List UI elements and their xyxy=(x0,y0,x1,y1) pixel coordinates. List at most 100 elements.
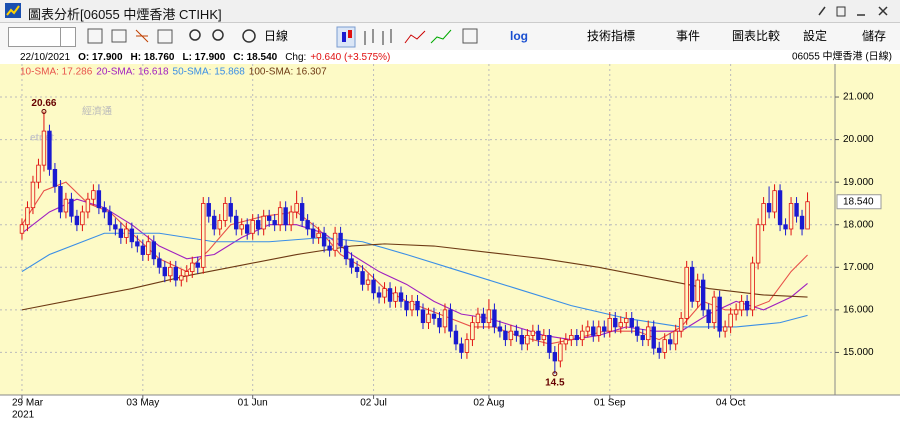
candle-body xyxy=(310,228,316,238)
candle-body xyxy=(558,343,563,362)
info-low: L: 17.900 xyxy=(182,52,225,63)
tool-icons[interactable] xyxy=(84,25,334,49)
candle-body xyxy=(393,292,398,302)
x-tick-label: 02 Jul xyxy=(360,398,387,409)
candle-body xyxy=(585,326,590,332)
candle-body xyxy=(212,215,217,230)
candle-body xyxy=(426,313,431,324)
candle-body xyxy=(250,220,255,234)
candle-body xyxy=(739,300,744,311)
candle-body xyxy=(492,309,497,328)
candle-body xyxy=(113,224,118,230)
candle-body xyxy=(695,279,700,302)
candle-body xyxy=(162,266,168,277)
info-open: O: 17.900 xyxy=(78,52,123,63)
candle-body xyxy=(777,190,783,226)
toolbar: 日線 log 技術指標 事件 圖表比較 設定 儲存 xyxy=(0,23,900,51)
window-controls[interactable] xyxy=(815,1,895,21)
candle-body xyxy=(107,211,113,226)
candle-body xyxy=(464,339,470,353)
candle-body xyxy=(453,330,459,345)
candle-body xyxy=(96,190,102,209)
candle-body xyxy=(475,313,481,324)
candle-body xyxy=(684,266,689,319)
candle-body xyxy=(596,326,601,336)
candle-body xyxy=(591,326,596,336)
x-tick-label: 01 Sep xyxy=(594,398,626,409)
candle-body xyxy=(503,330,508,341)
info-line: 22/10/2021 O: 17.900 H: 18.760 L: 17.900 C: … xyxy=(20,52,390,63)
candle-body xyxy=(69,198,74,217)
candle-body xyxy=(700,279,706,311)
info-close: C: 18.540 xyxy=(233,52,277,63)
candle-body xyxy=(607,317,612,332)
candle-body xyxy=(431,313,437,319)
candle-body xyxy=(135,241,140,247)
candle-body xyxy=(481,313,486,324)
candle-body xyxy=(327,245,332,251)
candle-body xyxy=(541,335,547,341)
indicators-button[interactable]: 技術指標 xyxy=(587,29,636,43)
candle-body xyxy=(618,322,623,328)
y-tick-label: 19.000 xyxy=(843,177,874,188)
candle-body xyxy=(420,309,426,324)
candle-body xyxy=(755,224,761,264)
candle-body xyxy=(657,347,662,353)
candle-body xyxy=(102,207,107,213)
y-tick-label: 20.000 xyxy=(843,134,874,145)
candle-body xyxy=(387,288,393,302)
candle-body xyxy=(552,352,558,362)
candle-body xyxy=(190,262,195,272)
candle-body xyxy=(371,279,376,294)
y-tick-label: 15.000 xyxy=(843,347,874,358)
title-bar: 圖表分析[06055 中煙香港 CTIHK] xyxy=(0,0,900,23)
candle-body xyxy=(547,335,552,353)
candle-body xyxy=(514,330,519,336)
candle-body xyxy=(321,232,327,247)
candle-body xyxy=(613,317,618,328)
candle-body xyxy=(398,292,404,302)
candle-body xyxy=(651,326,656,349)
candle-body xyxy=(239,224,244,230)
info-high: H: 18.760 xyxy=(131,52,175,63)
legend-entry: 10-SMA: 17.286 xyxy=(20,67,93,78)
save-button[interactable]: 儲存 xyxy=(862,29,887,43)
candle-body xyxy=(766,203,772,213)
info-bar xyxy=(0,50,900,64)
candle-body xyxy=(19,224,25,234)
y-tick-label: 17.000 xyxy=(843,262,874,273)
y-tick-label: 21.000 xyxy=(843,92,874,103)
period-button[interactable]: 日線 xyxy=(264,29,289,43)
x-tick-label: 29 Mar xyxy=(12,398,44,409)
candle-body xyxy=(255,220,261,230)
symbol-input[interactable] xyxy=(8,27,76,47)
watermark-cn: 經濟通 xyxy=(82,105,112,118)
candle-body xyxy=(733,309,739,315)
high-label: 20.66 xyxy=(31,98,56,109)
candle-body xyxy=(25,207,30,226)
candle-body xyxy=(442,309,448,328)
candle-body xyxy=(283,207,288,226)
candle-body xyxy=(41,130,47,166)
chart-type-icons[interactable] xyxy=(335,25,495,49)
candle-body xyxy=(662,339,667,353)
candle-body xyxy=(52,168,58,187)
candle-body xyxy=(47,130,52,170)
log-toggle[interactable]: log xyxy=(510,29,528,43)
y-tick-label: 18.000 xyxy=(843,219,874,230)
compare-button[interactable]: 圖表比較 xyxy=(732,29,781,43)
candle-body xyxy=(437,317,442,328)
candle-body xyxy=(118,228,124,238)
settings-button[interactable]: 設定 xyxy=(803,29,828,43)
sma-line xyxy=(21,232,808,328)
candle-body xyxy=(722,326,728,332)
events-button[interactable]: 事件 xyxy=(676,29,701,43)
candle-body xyxy=(569,335,574,341)
candle-body xyxy=(365,279,371,285)
candle-body xyxy=(261,215,266,230)
candle-body xyxy=(805,201,810,230)
candle-body xyxy=(129,228,135,243)
candle-body xyxy=(151,241,157,260)
candle-body xyxy=(404,300,409,311)
candle-body xyxy=(772,190,777,213)
